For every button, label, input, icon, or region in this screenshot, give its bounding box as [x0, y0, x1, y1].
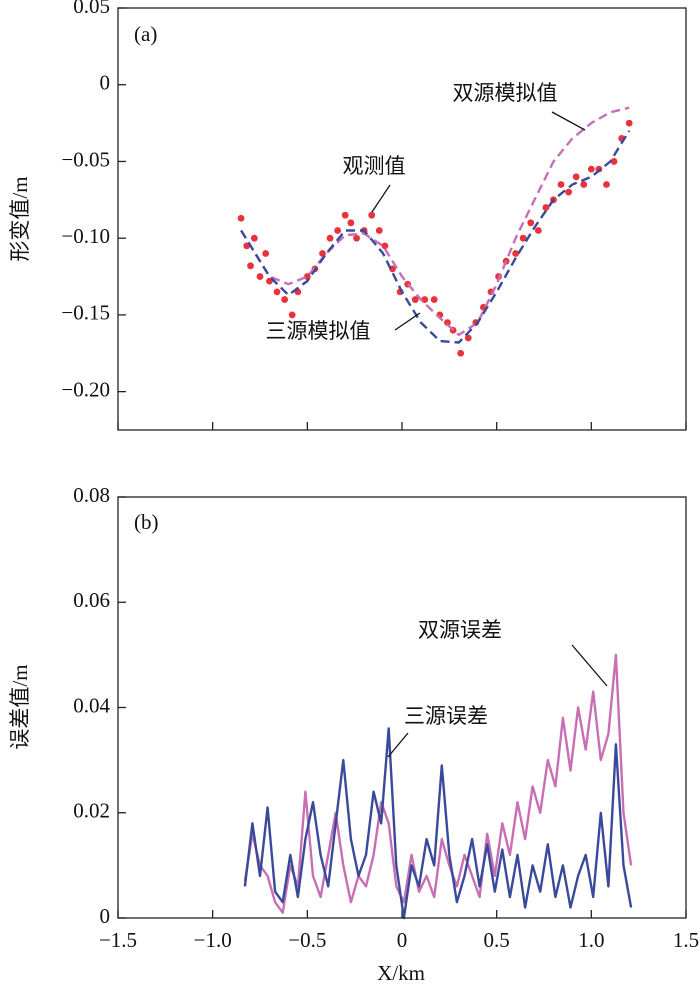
data-point — [375, 227, 383, 234]
annotation: 双源误差 — [418, 618, 502, 642]
data-point — [262, 250, 270, 257]
y-tick-label: −0.05 — [61, 147, 110, 171]
data-point — [572, 173, 580, 181]
leader-line — [571, 644, 608, 687]
annotation: 三源误差 — [404, 704, 488, 728]
y-tick-label: −0.20 — [61, 377, 110, 401]
x-tick-label: −0.5 — [288, 928, 326, 952]
x-axis-label: X/km — [377, 961, 425, 985]
y-tick-label: 0.04 — [73, 693, 110, 717]
panel-label: (b) — [134, 510, 159, 534]
data-point — [527, 219, 535, 227]
data-point — [288, 311, 296, 319]
data-point — [421, 296, 429, 303]
data-point — [347, 219, 355, 227]
y-tick-label: 0.06 — [73, 588, 110, 612]
data-point — [341, 211, 349, 219]
annotation: 观测值 — [343, 154, 406, 178]
leader-line — [551, 111, 586, 131]
plot-layer: 0.05 0 −0.05 −0.10 −0.15 −0.20 0 0.02 0.04 0.06 0.… — [61, 0, 699, 952]
data-point — [457, 349, 465, 357]
x-tick-label: 0.5 — [484, 928, 510, 952]
data-point — [237, 214, 245, 222]
leader-line — [394, 312, 421, 331]
data-point — [281, 296, 289, 303]
x-tick-label: −1.0 — [194, 928, 232, 952]
data-point — [256, 273, 264, 280]
data-point — [610, 158, 618, 165]
y-axis-label: 形变值/m — [8, 176, 32, 261]
data-point — [512, 250, 519, 257]
data-point — [534, 227, 542, 234]
leader-line — [371, 184, 391, 213]
x-tick-label: 1.5 — [673, 928, 699, 952]
y-tick-label: 0.08 — [73, 483, 110, 507]
data-point — [580, 181, 588, 188]
y-tick-label: 0 — [100, 904, 111, 928]
y-tick-label: −0.10 — [61, 224, 110, 248]
data-point — [368, 211, 376, 219]
data-point — [381, 242, 389, 250]
data-point — [334, 227, 342, 234]
series-line — [240, 106, 630, 337]
data-point — [411, 296, 419, 303]
y-tick-label: −0.15 — [61, 301, 110, 325]
x-tick-label: 0 — [397, 928, 408, 952]
data-point — [250, 234, 258, 242]
y-tick-label: 0.05 — [73, 0, 110, 18]
annotation: 三源模拟值 — [266, 319, 371, 343]
data-point — [519, 234, 527, 242]
data-point — [565, 188, 573, 196]
leader-line — [387, 732, 409, 758]
data-point — [464, 334, 472, 342]
panel-frame — [117, 496, 687, 919]
panel-frame — [117, 7, 687, 431]
x-tick-label: 1.0 — [578, 928, 604, 952]
data-point — [247, 262, 254, 270]
data-point — [587, 165, 595, 173]
series-line — [240, 130, 631, 344]
data-point — [542, 204, 550, 211]
series-line — [243, 653, 633, 914]
data-point — [430, 296, 438, 303]
x-tick-label: −1.5 — [99, 928, 137, 952]
y-tick-label: 0.02 — [73, 799, 110, 823]
data-point — [603, 181, 610, 188]
data-point — [625, 119, 633, 127]
data-point — [353, 234, 360, 242]
data-point — [557, 181, 565, 188]
data-point — [273, 288, 281, 296]
data-point — [444, 319, 451, 326]
annotation: 双源模拟值 — [453, 81, 558, 105]
series-line — [243, 727, 633, 920]
panel-label: (a) — [134, 22, 157, 46]
data-point — [326, 234, 334, 242]
y-tick-label: 0 — [100, 71, 111, 95]
y-axis-label: 误差值/m — [8, 664, 32, 749]
